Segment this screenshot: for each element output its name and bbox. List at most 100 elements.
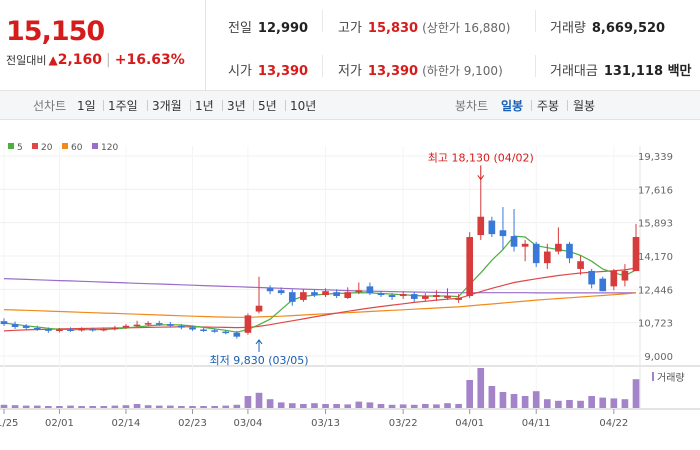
period-button[interactable]: 3개월	[152, 99, 182, 113]
period-button[interactable]: 1년	[195, 99, 214, 113]
candle-body	[433, 295, 440, 298]
volume-bar	[466, 380, 474, 408]
candle-period-button[interactable]: 월봉	[573, 99, 596, 113]
volume-bar	[155, 405, 163, 408]
quote-cell-label: 전일	[228, 21, 252, 36]
volume-bar	[166, 405, 174, 408]
candle-body	[632, 237, 640, 272]
candle-body	[122, 325, 130, 328]
volume-bar	[277, 402, 285, 408]
y-tick-label: 12,446	[638, 285, 673, 296]
toolbar-separator	[285, 100, 286, 111]
candle-body	[300, 292, 307, 300]
volume-bar	[355, 401, 363, 408]
volume-bar	[333, 404, 340, 408]
candle-body	[244, 315, 252, 333]
toolbar-separator	[190, 100, 191, 111]
quote-cell-value: 13,390	[257, 64, 309, 79]
candle-body	[555, 243, 562, 252]
volume-bar	[377, 404, 385, 408]
quote-cell-label: 거래대금	[550, 64, 598, 79]
volume-bar	[22, 405, 30, 408]
candle-body	[566, 243, 573, 259]
candle-period-button[interactable]: 일봉	[501, 99, 524, 113]
legend-swatch	[62, 143, 68, 149]
volume-bar	[410, 404, 418, 408]
volume-bar	[366, 402, 374, 408]
candle-body	[266, 288, 274, 292]
quote-cell: 시가 13,390	[228, 60, 308, 79]
y-tick-label: 9,000	[644, 352, 673, 363]
candle-body	[410, 294, 418, 299]
high-arrow-icon	[477, 175, 485, 181]
volume-legend-swatch	[652, 372, 654, 381]
y-tick-label: 10,723	[638, 319, 673, 330]
quote-cell-label: 시가	[228, 64, 252, 79]
period-button[interactable]: 10년	[290, 99, 317, 113]
low-annotation: 최저 9,830 (03/05)	[210, 354, 309, 367]
candle-body	[155, 323, 163, 325]
candle-body	[366, 286, 374, 294]
legend-label: 60	[71, 143, 83, 153]
divider	[535, 55, 536, 77]
candle-body	[455, 297, 462, 300]
candle-body	[288, 292, 296, 302]
quote-cell-label: 거래량	[550, 21, 586, 36]
candle-body	[388, 295, 396, 298]
toolbar-separator	[531, 100, 532, 111]
candle-body	[222, 331, 230, 334]
x-tick-label: 02/01	[45, 418, 74, 429]
volume-bar	[300, 404, 307, 408]
quote-cell-sub: (상한가 16,880)	[422, 21, 511, 35]
volume-bar	[311, 403, 318, 408]
x-tick-label: 02/14	[112, 418, 141, 429]
candle-body	[477, 216, 485, 236]
volume-bar	[11, 405, 19, 408]
legend-swatch	[92, 143, 98, 149]
toolbar-separator	[222, 100, 223, 111]
candle-body	[178, 325, 185, 328]
volume-bar	[588, 396, 595, 408]
legend-label: 20	[41, 143, 53, 153]
quote-cell: 거래량 8,669,520	[550, 17, 665, 36]
quote-cell-label: 저가	[338, 64, 362, 79]
candle-body	[333, 292, 340, 297]
candle-body	[444, 296, 451, 298]
ma120-line	[3, 278, 637, 294]
volume-bar	[288, 403, 296, 408]
quote-cell-label: 고가	[338, 21, 362, 36]
change-percent: +16.63%	[114, 52, 185, 68]
legend-label: 5	[17, 143, 23, 153]
period-button[interactable]: 5년	[258, 99, 277, 113]
period-button[interactable]: 3년	[227, 99, 246, 113]
toolbar-separator	[253, 100, 254, 111]
candle-body	[56, 329, 63, 331]
candle-body	[355, 290, 363, 293]
price-change: 전일대비 ▲2,160 | +16.63%	[6, 52, 185, 68]
chart-toolbar: 선차트 봉차트 1일 1주일 3개월 1년 3년 5년 10년 일봉 주봉 월봉	[0, 91, 700, 120]
volume-bar	[233, 404, 241, 408]
up-triangle-icon: ▲	[48, 53, 58, 67]
x-tick-label: 01/25	[0, 418, 18, 429]
candle-period-button[interactable]: 주봉	[537, 99, 560, 113]
candle-body	[0, 321, 8, 325]
candle-body	[610, 270, 618, 287]
volume-bar	[67, 405, 74, 408]
volume-bar	[178, 406, 185, 408]
candle-body	[543, 251, 551, 264]
period-button[interactable]: 1일	[77, 99, 96, 113]
candle-body	[233, 332, 241, 337]
candle-body	[277, 290, 285, 294]
period-button[interactable]: 1주일	[108, 99, 138, 113]
volume-bar	[610, 398, 618, 408]
candle-body	[33, 327, 41, 330]
volume-bar	[555, 400, 562, 408]
candle-body	[100, 328, 108, 331]
toolbar-separator	[103, 100, 104, 111]
volume-bar	[621, 399, 629, 408]
quote-cell: 저가 13,390 (하한가 9,100)	[338, 60, 503, 79]
volume-bar	[78, 406, 85, 408]
candle-body	[166, 324, 174, 326]
x-tick-label: 03/13	[311, 418, 340, 429]
